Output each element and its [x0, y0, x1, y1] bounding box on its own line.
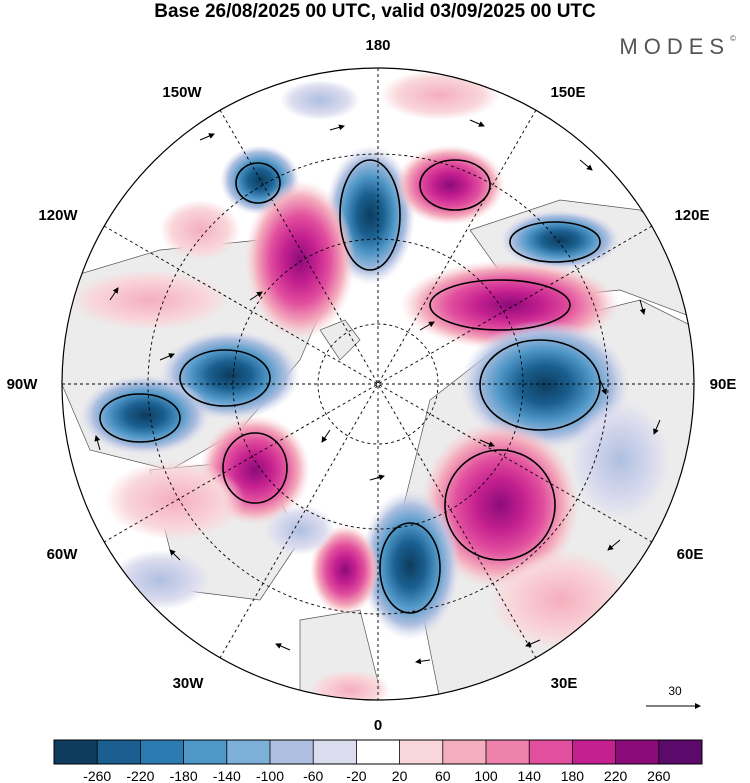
- colorbar-tick-label: 260: [647, 768, 671, 783]
- colorbar-swatch: [399, 740, 444, 764]
- colorbar-tick-label: -100: [256, 768, 284, 783]
- colorbar-swatch: [140, 740, 184, 764]
- lon-label-120w: 120W: [38, 207, 78, 224]
- colorbar-swatch: [572, 740, 616, 764]
- lon-label-90w: 90W: [7, 376, 39, 393]
- colorbar: -260 -220 -180 -140 -100 -60 -20 20 60 100 140 180 2…: [53, 739, 703, 783]
- wind-reference-label: 30: [668, 684, 682, 698]
- colorbar-swatch: [183, 740, 228, 764]
- colorbar-swatch: [356, 740, 400, 764]
- colorbar-swatch: [486, 740, 530, 764]
- modes-logo: MODES©: [619, 34, 736, 59]
- colorbar-tick-label: 180: [561, 768, 585, 783]
- wind-vectors: [94, 119, 661, 665]
- colorbar-tick-label: -180: [170, 768, 198, 783]
- colorbar-tick-label: -140: [213, 768, 241, 783]
- lon-label-150w: 150W: [162, 84, 202, 101]
- colorbar-frame: [53, 739, 703, 765]
- lon-label-0: 0: [374, 717, 382, 734]
- colorbar-tick-label: 140: [518, 768, 542, 783]
- colorbar-tick-label: -220: [126, 768, 154, 783]
- colorbar-swatch: [658, 740, 703, 764]
- colorbar-swatch: [529, 740, 573, 764]
- longitude-labels: 180 150E 120E 90E 60E 30E 0 30W 60W 90W …: [7, 37, 737, 734]
- lon-label-60e: 60E: [677, 546, 704, 563]
- colorbar-tick-label: -260: [83, 768, 111, 783]
- colorbar-swatch: [442, 740, 487, 764]
- lon-label-90e: 90E: [710, 376, 737, 393]
- colorbar-swatch: [615, 740, 660, 764]
- colorbar-tick-label: 20: [392, 768, 408, 783]
- lon-label-60w: 60W: [47, 546, 79, 563]
- colorbar-tick-label: -60: [303, 768, 323, 783]
- wind-reference-key: 30: [646, 684, 701, 709]
- colorbar-swatch: [270, 740, 314, 764]
- lon-label-150e: 150E: [550, 84, 585, 101]
- colorbar-swatch: [54, 740, 98, 764]
- colorbar-tick-label: -20: [346, 768, 366, 783]
- colorbar-swatch: [313, 740, 357, 764]
- lon-label-180: 180: [365, 37, 390, 54]
- colorbar-tick-label: 220: [604, 768, 628, 783]
- lon-label-120e: 120E: [674, 207, 709, 224]
- colorbar-tick-label: 100: [474, 768, 498, 783]
- colorbar-tick-label: 60: [435, 768, 451, 783]
- colorbar-swatch: [226, 740, 271, 764]
- contour-lines: [99, 159, 601, 614]
- graticule: [62, 68, 694, 700]
- chart-title: Base 26/08/2025 00 UTC, valid 03/09/2025…: [154, 1, 596, 22]
- lon-label-30e: 30E: [551, 675, 578, 692]
- lon-label-30w: 30W: [173, 675, 205, 692]
- map-boundary: [61, 67, 695, 701]
- colorbar-swatch: [97, 740, 141, 764]
